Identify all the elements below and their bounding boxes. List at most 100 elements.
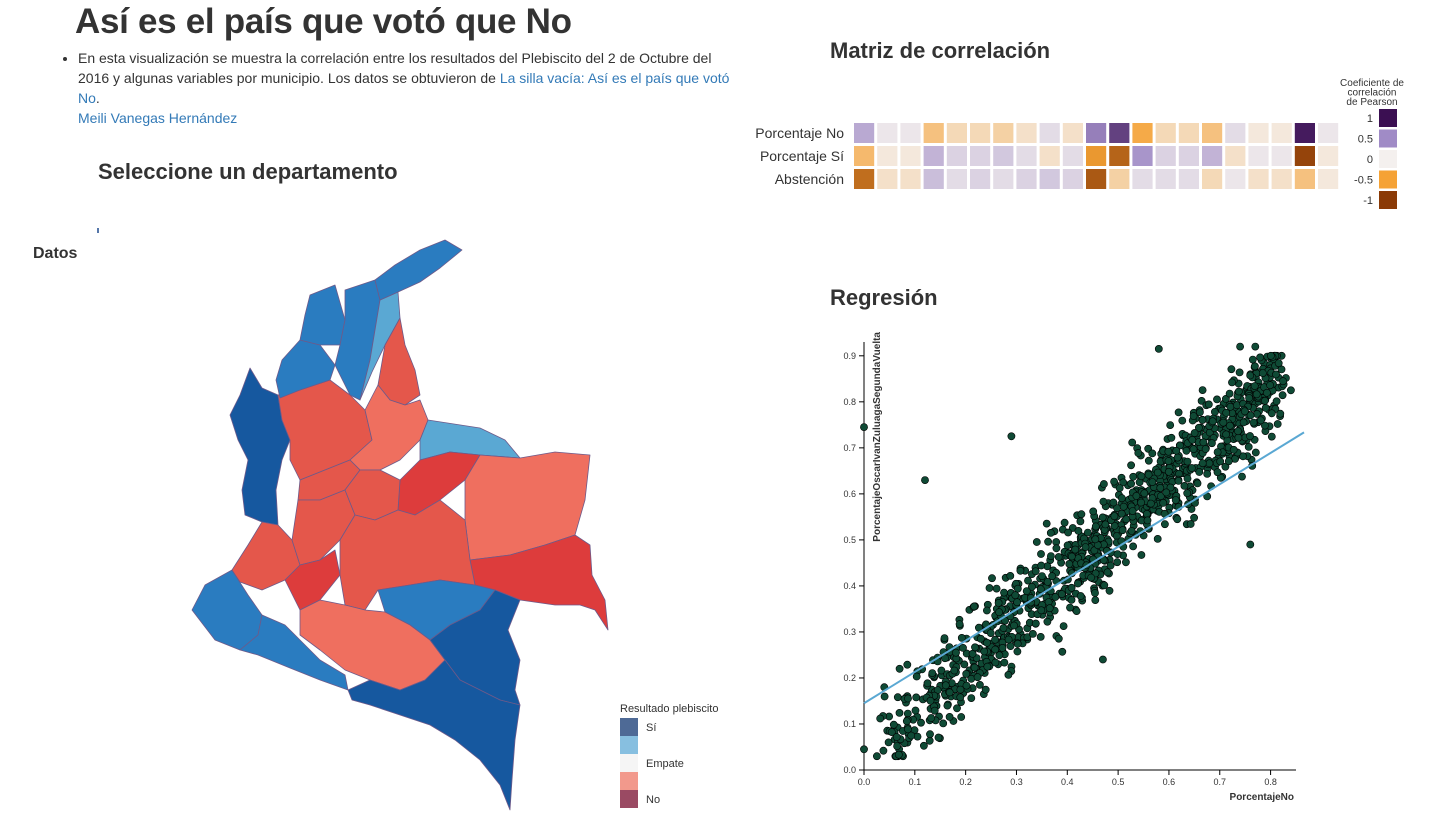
scatter-point[interactable] (904, 725, 912, 734)
matrix-cell[interactable] (946, 123, 967, 143)
scatter-point[interactable] (995, 651, 1004, 660)
scatter-point[interactable] (1076, 592, 1085, 600)
matrix-cell[interactable] (900, 123, 921, 143)
scatter-point[interactable] (1042, 519, 1051, 528)
matrix-cell[interactable] (923, 123, 944, 143)
scatter-point[interactable] (1101, 520, 1110, 529)
scatter-point[interactable] (941, 681, 950, 690)
scatter-point[interactable] (1110, 477, 1118, 486)
matrix-cell[interactable] (1039, 146, 1060, 166)
scatter-point[interactable] (1052, 544, 1061, 553)
matrix-cell[interactable] (1271, 146, 1292, 166)
scatter-point[interactable] (1057, 590, 1066, 598)
scatter-point[interactable] (1188, 435, 1197, 444)
matrix-cell[interactable] (1062, 123, 1083, 143)
matrix-cell[interactable] (1225, 169, 1246, 189)
scatter-point[interactable] (1205, 459, 1214, 468)
scatter-point[interactable] (1267, 409, 1276, 418)
scatter-point[interactable] (1154, 344, 1163, 353)
scatter-point[interactable] (1246, 411, 1255, 420)
department-huila[interactable] (284, 549, 341, 611)
scatter-point[interactable] (983, 638, 991, 647)
scatter-point[interactable] (991, 635, 999, 644)
scatter-point[interactable] (1164, 457, 1173, 465)
scatter-point[interactable] (1010, 621, 1018, 630)
scatter-point[interactable] (926, 730, 934, 739)
scatter-point[interactable] (1222, 408, 1231, 417)
scatter-point[interactable] (981, 685, 990, 694)
scatter-point[interactable] (1186, 520, 1195, 528)
scatter-point[interactable] (956, 693, 965, 702)
scatter-point[interactable] (1013, 639, 1022, 648)
scatter-point[interactable] (1278, 391, 1287, 400)
department-sucre[interactable] (299, 284, 346, 346)
matrix-cell[interactable] (877, 123, 898, 143)
scatter-point[interactable] (1153, 535, 1162, 543)
scatter-point[interactable] (971, 643, 979, 652)
matrix-cell[interactable] (1225, 146, 1246, 166)
scatter-point[interactable] (873, 752, 881, 761)
scatter-point[interactable] (960, 660, 969, 669)
scatter-point[interactable] (1081, 543, 1090, 551)
scatter-point[interactable] (1213, 468, 1222, 477)
scatter-point[interactable] (1233, 401, 1241, 410)
scatter-point[interactable] (1252, 390, 1261, 399)
scatter-point[interactable] (1067, 552, 1076, 561)
matrix-cell[interactable] (1178, 123, 1199, 143)
scatter-point[interactable] (1156, 483, 1165, 492)
scatter-point[interactable] (1189, 412, 1198, 420)
scatter-point[interactable] (930, 706, 939, 715)
scatter-point[interactable] (902, 717, 911, 726)
scatter-point[interactable] (1024, 576, 1032, 585)
scatter-point[interactable] (1222, 430, 1230, 439)
scatter-point[interactable] (923, 679, 932, 688)
scatter-point[interactable] (1072, 607, 1081, 615)
scatter-point[interactable] (943, 701, 952, 710)
matrix-cell[interactable] (970, 123, 991, 143)
scatter-point[interactable] (1013, 598, 1021, 607)
scatter-point[interactable] (1037, 561, 1046, 570)
scatter-point[interactable] (1099, 655, 1107, 664)
scatter-point[interactable] (1127, 527, 1136, 535)
scatter-point[interactable] (893, 693, 902, 702)
scatter-point[interactable] (980, 647, 989, 656)
scatter-point[interactable] (1060, 518, 1069, 527)
scatter-point[interactable] (1272, 397, 1281, 406)
scatter-point[interactable] (1195, 423, 1203, 432)
scatter-point[interactable] (1054, 553, 1063, 561)
scatter-point[interactable] (895, 709, 904, 717)
matrix-cell[interactable] (1039, 123, 1060, 143)
scatter-point[interactable] (1000, 588, 1008, 597)
scatter-point[interactable] (1171, 496, 1180, 504)
scatter-point[interactable] (1113, 550, 1122, 558)
matrix-cell[interactable] (1294, 123, 1315, 143)
matrix-cell[interactable] (854, 123, 875, 143)
matrix-cell[interactable] (1109, 169, 1130, 189)
scatter-point[interactable] (1234, 387, 1243, 396)
scatter-point[interactable] (991, 658, 1000, 667)
scatter-point[interactable] (1166, 483, 1175, 492)
scatter-point[interactable] (1128, 507, 1137, 515)
scatter-point[interactable] (1044, 537, 1052, 546)
scatter-point[interactable] (1198, 459, 1207, 468)
scatter-point[interactable] (1246, 371, 1255, 380)
scatter-point[interactable] (1199, 438, 1208, 447)
scatter-point[interactable] (1013, 647, 1022, 656)
scatter-point[interactable] (1183, 474, 1192, 483)
scatter-point[interactable] (1031, 567, 1040, 576)
scatter-point[interactable] (1071, 545, 1080, 554)
scatter-point[interactable] (1100, 581, 1109, 590)
scatter-point[interactable] (912, 693, 921, 702)
scatter-point[interactable] (1137, 498, 1145, 507)
scatter-point[interactable] (1134, 449, 1143, 457)
department-magdalena[interactable] (359, 291, 401, 401)
scatter-point[interactable] (1162, 488, 1171, 497)
department-select[interactable] (97, 228, 99, 233)
scatter-point[interactable] (940, 634, 949, 642)
scatter-point[interactable] (962, 681, 971, 690)
scatter-point[interactable] (1190, 429, 1199, 437)
scatter-point[interactable] (921, 476, 929, 484)
matrix-cell[interactable] (1016, 146, 1037, 166)
scatter-point[interactable] (1076, 517, 1085, 526)
matrix-cell[interactable] (993, 123, 1014, 143)
